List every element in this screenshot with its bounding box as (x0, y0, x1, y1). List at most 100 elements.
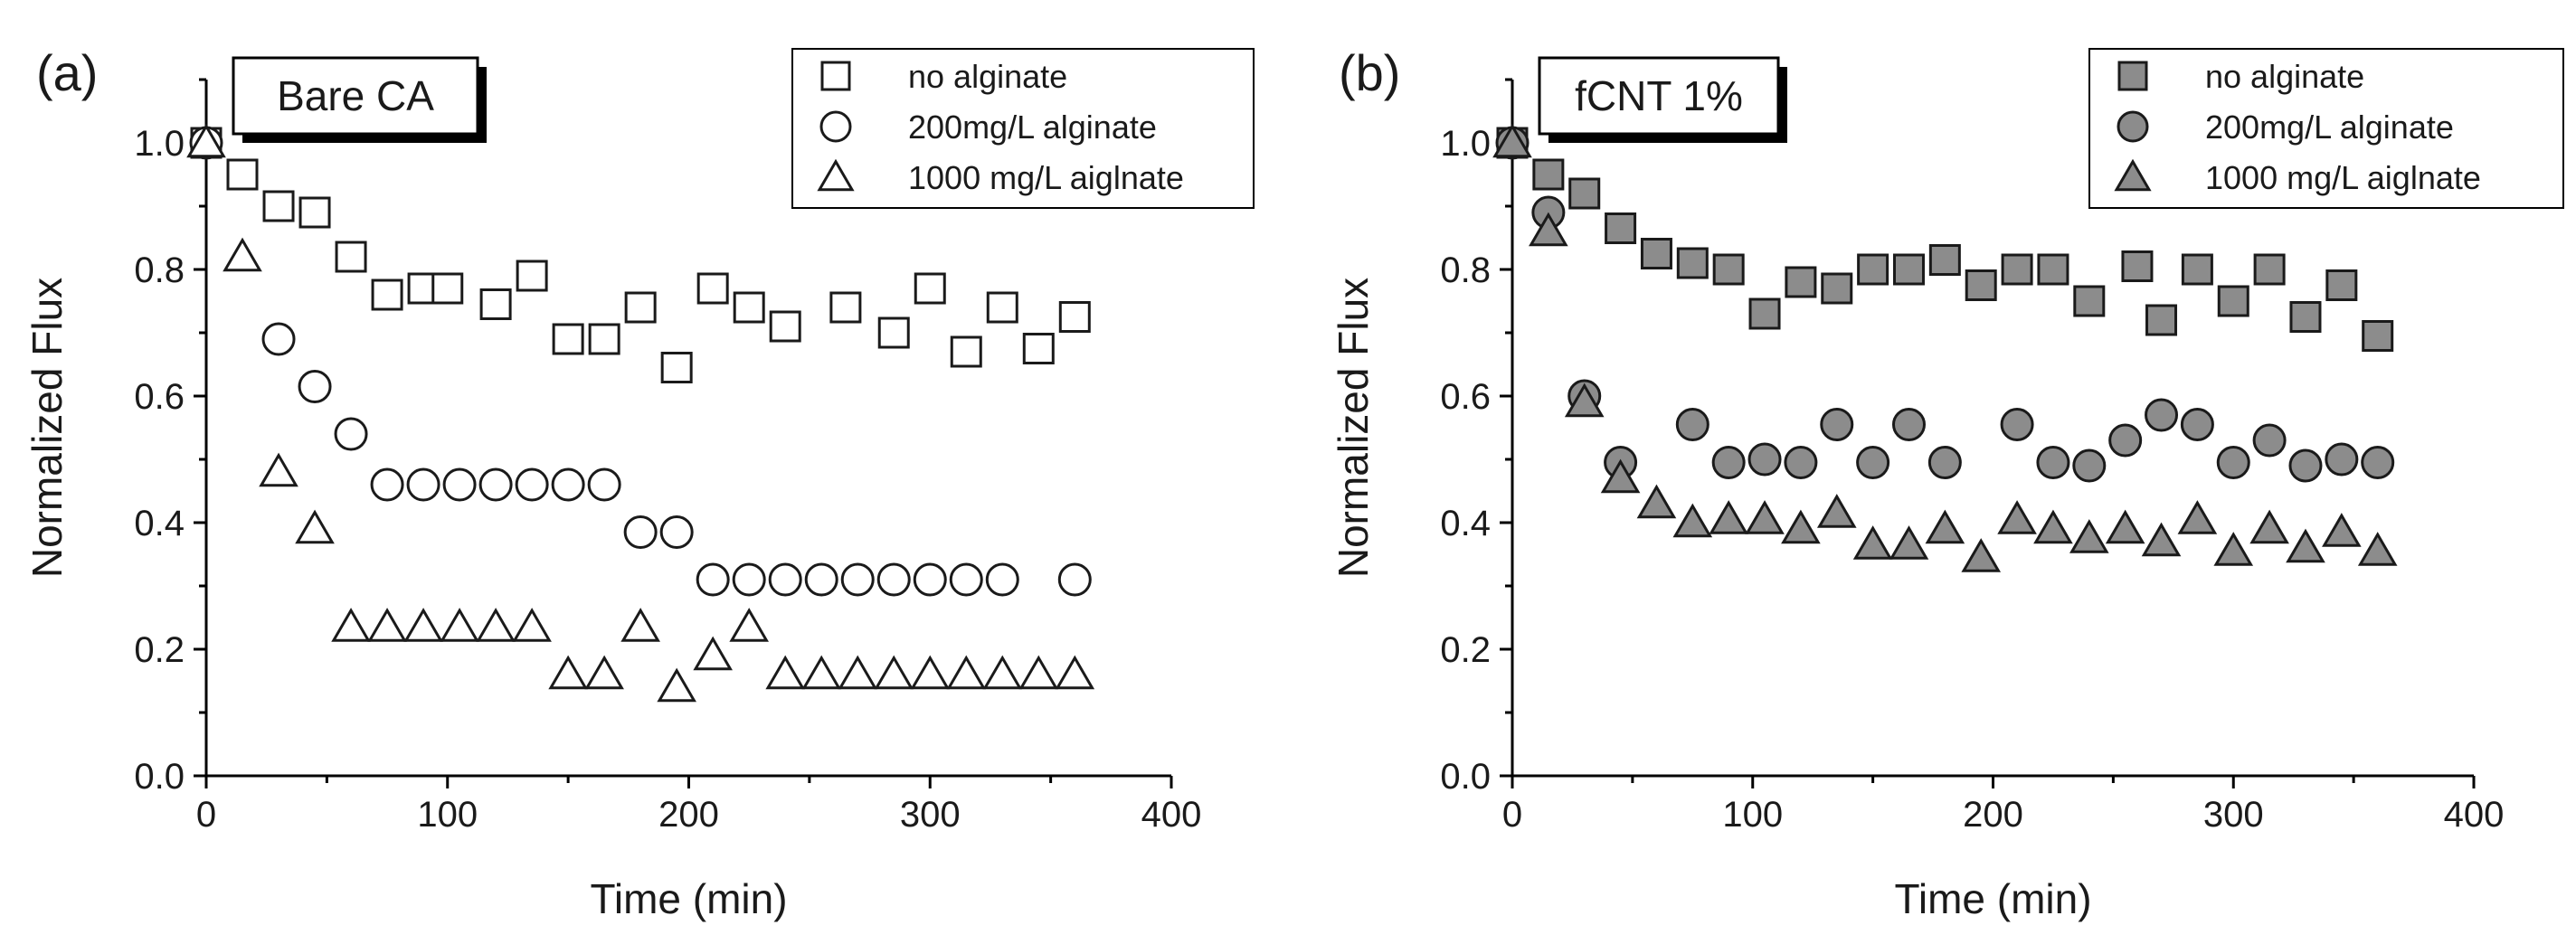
y-tick-label: 1.0 (134, 124, 185, 164)
data-point-circle (587, 467, 621, 502)
data-point-triangle (2177, 500, 2218, 534)
data-point-circle (2361, 446, 2395, 479)
legend-marker-circle (2117, 110, 2149, 143)
data-point-circle (2072, 448, 2107, 483)
data-point-triangle (982, 655, 1023, 690)
data-point-circle (1784, 446, 1818, 479)
data-point-square (986, 291, 1018, 324)
data-point-circle (551, 467, 585, 502)
legend-entry: 1000 mg/L aiglnate (908, 159, 1184, 196)
data-point-circle (442, 467, 477, 502)
data-point-square (2325, 269, 2358, 301)
data-point-circle (2288, 448, 2323, 483)
data-point-circle (1820, 408, 1854, 441)
data-point-circle (334, 417, 368, 451)
data-point-triangle (512, 608, 552, 642)
data-point-circle (985, 562, 1019, 597)
data-point-circle (298, 370, 332, 403)
data-point-circle (1057, 562, 1092, 597)
data-point-square (2181, 253, 2213, 286)
data-point-square (371, 278, 403, 311)
data-point-circle (623, 515, 658, 549)
data-point-circle (876, 562, 911, 597)
data-point-triangle (1852, 525, 1893, 560)
data-point-square (624, 291, 657, 324)
x-tick-label: 200 (1963, 795, 2023, 835)
data-point-triangle (2141, 522, 2182, 557)
data-point-square (1785, 266, 1817, 298)
legend-box (2088, 48, 2564, 209)
data-point-square (769, 310, 801, 343)
data-point-circle (1856, 446, 1890, 479)
data-point-triangle (259, 452, 298, 487)
data-point-triangle (2105, 509, 2145, 544)
data-point-triangle (2069, 519, 2109, 553)
data-point-triangle (2033, 509, 2073, 544)
data-point-triangle (1018, 655, 1059, 690)
data-point-square (1965, 269, 1997, 301)
data-point-triangle (548, 655, 588, 690)
data-point-triangle (1055, 655, 1095, 690)
data-point-circle (2145, 398, 2179, 432)
data-point-square (696, 272, 729, 305)
legend-marker-triangle (2114, 158, 2152, 192)
data-point-circle (370, 467, 404, 502)
data-point-triangle (801, 655, 842, 690)
data-point-square (2073, 285, 2106, 317)
data-point-triangle (1672, 503, 1713, 538)
data-point-triangle (331, 608, 371, 642)
y-tick-label: 0.8 (1440, 250, 1491, 290)
data-point-circle (1747, 442, 1782, 477)
data-point-triangle (2213, 532, 2254, 566)
data-point-square (1022, 333, 1055, 364)
data-point-triangle (1564, 382, 1605, 418)
data-point-square (1748, 297, 1781, 330)
data-point-circle (2108, 423, 2143, 458)
x-tick-label: 100 (417, 795, 478, 835)
data-point-circle (659, 515, 694, 549)
data-point-triangle (2249, 509, 2289, 544)
data-point-square (1928, 244, 1961, 276)
data-point-circle (1891, 408, 1926, 441)
legend-box (791, 48, 1255, 209)
data-point-circle (515, 467, 549, 502)
data-point-square (829, 291, 862, 324)
data-point-circle (2325, 442, 2359, 477)
data-point-triangle (1529, 212, 1568, 247)
x-tick-label: 300 (2203, 795, 2264, 835)
data-point-triangle (1925, 509, 1965, 544)
x-tick-label: 100 (1722, 795, 1783, 835)
data-point-square (1640, 238, 1672, 269)
data-point-square (1857, 253, 1889, 286)
x-tick-label: 400 (1141, 795, 1202, 835)
y-axis-title: Normalized Flux (24, 278, 71, 578)
data-point-circle (768, 562, 802, 597)
data-point-circle (840, 562, 875, 597)
data-point-square (479, 288, 512, 320)
y-tick-label: 0.4 (1440, 504, 1491, 543)
title-box (232, 56, 479, 136)
data-point-circle (406, 467, 440, 502)
data-point-square (2037, 253, 2069, 286)
x-tick-label: 0 (1502, 795, 1522, 835)
x-tick-label: 0 (196, 795, 216, 835)
data-point-square (914, 272, 946, 305)
data-point-circle (732, 562, 766, 597)
data-point-triangle (1889, 525, 1929, 560)
data-point-triangle (1600, 458, 1641, 494)
legend-entry: 200mg/L alginate (2205, 109, 2454, 146)
y-axis-title: Normalized Flux (1330, 278, 1377, 578)
x-axis-title: Time (min) (590, 875, 787, 922)
data-point-circle (2252, 423, 2287, 458)
data-point-circle (696, 562, 730, 597)
y-tick-label: 1.0 (1440, 124, 1491, 164)
data-point-circle (2180, 408, 2214, 441)
data-point-triangle (367, 608, 407, 642)
data-point-square (1821, 272, 1853, 305)
data-point-square (552, 323, 584, 355)
data-point-triangle (1961, 538, 2002, 572)
data-point-triangle (1709, 500, 1748, 534)
legend-entry: no alginate (2205, 58, 2364, 95)
data-point-square (1676, 247, 1709, 279)
